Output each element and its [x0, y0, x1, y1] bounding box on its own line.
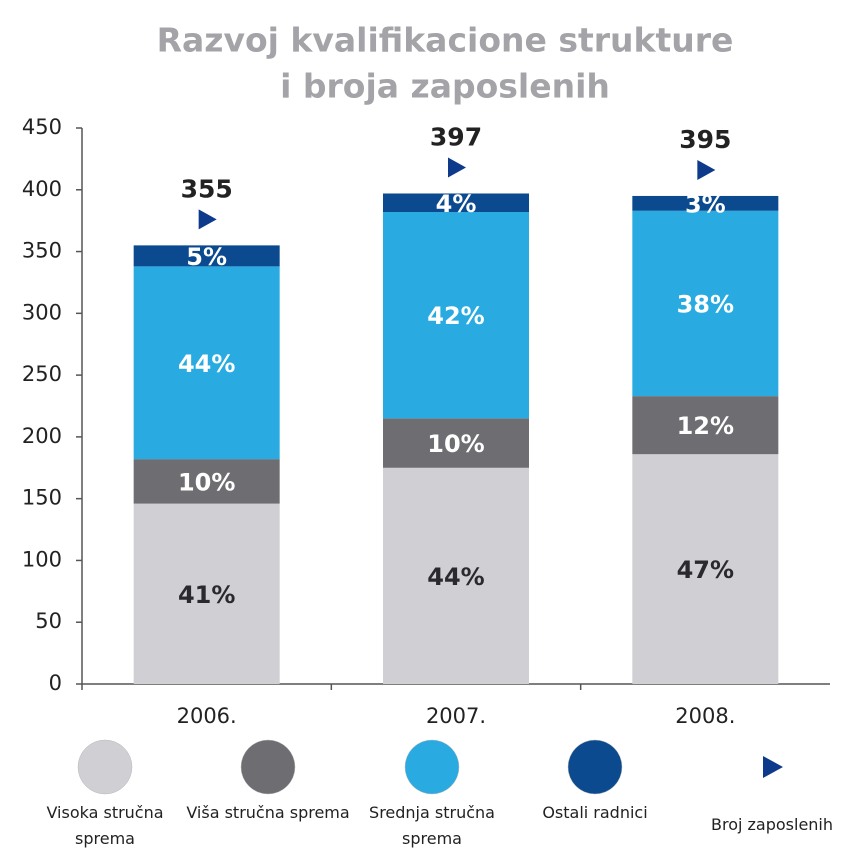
segment-label: 44%: [178, 350, 235, 378]
legend-label: Srednja stručna sprema: [369, 803, 495, 848]
legend-label: Viša stručna sprema: [186, 803, 350, 822]
bar-segment: [133, 245, 280, 267]
y-tick-label: 250: [22, 362, 62, 386]
legend-marker: [763, 756, 783, 778]
segment-label: 3%: [685, 190, 726, 218]
y-tick-label: 100: [22, 547, 62, 571]
total-label: 397: [430, 122, 482, 151]
total-marker: [448, 157, 466, 178]
segment-label: 4%: [436, 190, 477, 218]
chart-title: Razvoj kvalifikacione strukture: [157, 21, 734, 60]
bar-segment: [383, 418, 529, 468]
segment-label: 44%: [427, 563, 484, 591]
x-tick-label: 2006.: [177, 704, 237, 728]
bar-segment: [133, 503, 280, 684]
x-tick-label: 2007.: [426, 704, 486, 728]
total-marker: [697, 159, 716, 180]
legend-swatch: [240, 739, 296, 795]
bar-segment: [632, 396, 779, 455]
y-tick-label: 300: [22, 300, 62, 324]
total-marker: [198, 209, 217, 230]
total-label: 355: [181, 174, 233, 203]
legend-swatch: [567, 739, 623, 795]
y-tick-label: 450: [22, 115, 62, 139]
bar-segment: [383, 212, 529, 419]
chart-title: i broja zaposlenih: [280, 67, 610, 106]
bar-segment: [133, 266, 280, 460]
legend-swatch: [404, 739, 460, 795]
segment-label: 10%: [178, 468, 235, 496]
bar-segment: [632, 210, 779, 397]
y-tick-label: 150: [22, 486, 62, 510]
legend-label: Visoka stručna sprema: [46, 803, 164, 848]
segment-label: 12%: [677, 412, 734, 440]
bar-segment: [133, 459, 280, 504]
segment-label: 41%: [178, 581, 235, 609]
segment-label: 42%: [427, 302, 484, 330]
y-tick-label: 400: [22, 177, 62, 201]
legend-label: Ostali radnici: [542, 803, 648, 822]
segment-label: 5%: [186, 243, 227, 271]
y-tick-label: 0: [49, 671, 62, 695]
bar-segment: [383, 467, 529, 684]
y-tick-label: 350: [22, 239, 62, 263]
y-tick-label: 50: [35, 609, 62, 633]
legend-label: Broj zaposlenih: [710, 815, 834, 834]
legend-swatch: [77, 739, 133, 795]
x-tick-label: 2008.: [675, 704, 735, 728]
total-label: 395: [679, 125, 731, 154]
segment-label: 10%: [427, 430, 484, 458]
y-tick-label: 200: [22, 424, 62, 448]
bar-segment: [632, 454, 779, 684]
segment-label: 47%: [677, 556, 734, 584]
segment-label: 38%: [677, 290, 734, 318]
bar-segment: [632, 195, 779, 211]
bar-segment: [383, 193, 529, 213]
